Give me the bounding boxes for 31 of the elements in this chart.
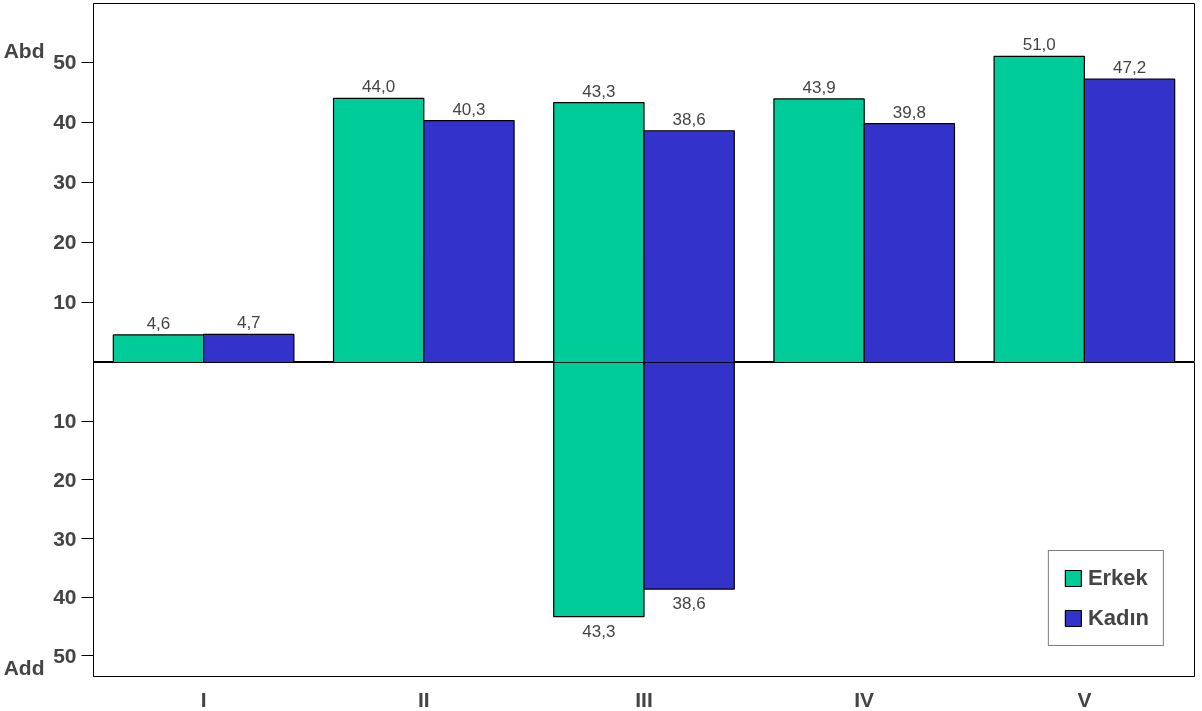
y-tick-label: 10 [53,409,77,433]
data-label: 43,3 [582,81,616,101]
y-tick-label: 30 [53,170,77,194]
y-tick-label: 10 [53,290,77,314]
data-label: 4,7 [236,313,261,333]
data-label: 44,0 [362,77,396,97]
y-tick-label: 30 [53,526,77,550]
y-tick-label: 40 [53,585,77,609]
x-tick-label: II [417,687,430,711]
y-tick-label: 40 [53,110,77,134]
legend-label: Kadın [1087,605,1149,631]
y-tick-label: 20 [53,230,77,254]
x-tick-label: III [635,687,653,711]
data-label: 43,9 [802,77,836,97]
data-label: 47,2 [1113,58,1147,78]
x-tick-label: I [200,687,207,711]
y-tick-label: 50 [53,50,77,74]
y-tick-label: 20 [53,467,77,491]
data-label: 4,6 [146,313,171,333]
data-label: 40,3 [452,99,486,119]
data-label: 38,6 [672,594,706,614]
data-label: 51,0 [1022,35,1056,55]
data-label: 43,3 [582,621,616,641]
text: Add [3,656,45,680]
x-tick-label: IV [854,687,875,711]
x-tick-label: V [1077,687,1092,711]
data-label: 38,6 [672,109,706,129]
text: Abd [3,38,45,62]
legend-label: Erkek [1087,565,1148,591]
data-label: 39,8 [892,102,926,122]
y-tick-label: 50 [53,643,77,667]
